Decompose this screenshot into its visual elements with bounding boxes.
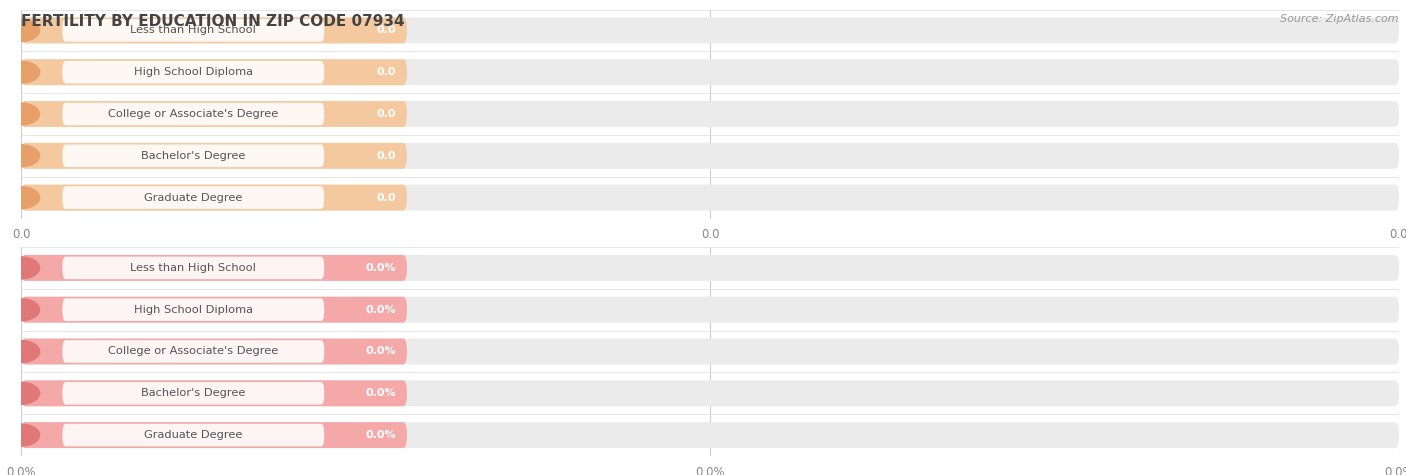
Text: College or Associate's Degree: College or Associate's Degree [108,109,278,119]
FancyBboxPatch shape [21,255,406,281]
Ellipse shape [1,19,41,42]
Ellipse shape [1,102,41,126]
Ellipse shape [1,60,41,84]
FancyBboxPatch shape [21,422,406,448]
FancyBboxPatch shape [21,297,1399,323]
FancyBboxPatch shape [62,340,325,363]
Ellipse shape [1,381,41,405]
FancyBboxPatch shape [21,185,1399,210]
FancyBboxPatch shape [21,380,1399,406]
FancyBboxPatch shape [62,61,325,84]
Ellipse shape [1,340,41,363]
Ellipse shape [1,144,41,168]
FancyBboxPatch shape [21,101,406,127]
FancyBboxPatch shape [21,143,406,169]
Text: Bachelor's Degree: Bachelor's Degree [141,151,246,161]
FancyBboxPatch shape [62,256,325,279]
FancyBboxPatch shape [21,422,1399,448]
Text: Less than High School: Less than High School [131,25,256,36]
Text: High School Diploma: High School Diploma [134,67,253,77]
FancyBboxPatch shape [21,255,1399,281]
FancyBboxPatch shape [62,103,325,125]
FancyBboxPatch shape [21,339,406,364]
Text: 0.0%: 0.0% [366,304,396,315]
FancyBboxPatch shape [62,424,325,446]
Text: High School Diploma: High School Diploma [134,304,253,315]
FancyBboxPatch shape [21,59,1399,85]
FancyBboxPatch shape [21,101,1399,127]
Text: Source: ZipAtlas.com: Source: ZipAtlas.com [1281,14,1399,24]
Text: Less than High School: Less than High School [131,263,256,273]
Text: 0.0: 0.0 [377,109,396,119]
Text: Graduate Degree: Graduate Degree [145,192,242,203]
Text: 0.0%: 0.0% [366,430,396,440]
Text: 0.0%: 0.0% [366,263,396,273]
Ellipse shape [1,423,41,447]
FancyBboxPatch shape [62,186,325,209]
Text: Bachelor's Degree: Bachelor's Degree [141,388,246,399]
FancyBboxPatch shape [21,59,406,85]
FancyBboxPatch shape [21,339,1399,364]
Text: 0.0%: 0.0% [366,346,396,357]
FancyBboxPatch shape [62,382,325,405]
FancyBboxPatch shape [21,18,1399,43]
Text: Graduate Degree: Graduate Degree [145,430,242,440]
FancyBboxPatch shape [62,19,325,42]
Text: 0.0: 0.0 [377,192,396,203]
Text: 0.0: 0.0 [377,151,396,161]
Ellipse shape [1,298,41,322]
FancyBboxPatch shape [21,18,406,43]
Text: FERTILITY BY EDUCATION IN ZIP CODE 07934: FERTILITY BY EDUCATION IN ZIP CODE 07934 [21,14,405,29]
Ellipse shape [1,256,41,280]
FancyBboxPatch shape [62,144,325,167]
FancyBboxPatch shape [21,143,1399,169]
Text: 0.0%: 0.0% [366,388,396,399]
FancyBboxPatch shape [21,185,406,210]
FancyBboxPatch shape [21,380,406,406]
FancyBboxPatch shape [62,298,325,321]
Text: College or Associate's Degree: College or Associate's Degree [108,346,278,357]
FancyBboxPatch shape [21,297,406,323]
Text: 0.0: 0.0 [377,67,396,77]
Ellipse shape [1,186,41,209]
Text: 0.0: 0.0 [377,25,396,36]
